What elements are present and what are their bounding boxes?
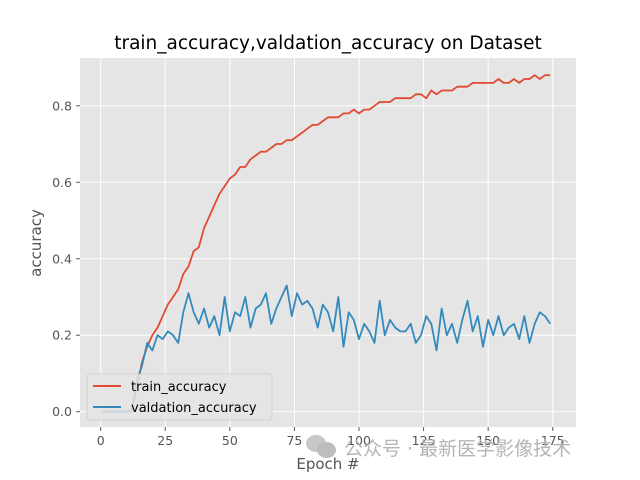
legend: train_accuracy valdation_accuracy [86, 373, 273, 421]
x-tick-label: 50 [222, 433, 238, 448]
x-tick-label: 175 [541, 433, 565, 448]
legend-label-train: train_accuracy [131, 380, 227, 395]
watermark: 公众号 · 最新医学影像技术 [306, 433, 571, 461]
y-tick-label: 0.0 [52, 404, 72, 419]
legend-box [86, 373, 273, 421]
y-tick-label: 0.2 [52, 328, 72, 343]
y-tick-label: 0.8 [52, 98, 72, 113]
x-axis-label: Epoch # [296, 455, 359, 473]
wechat-icon [306, 435, 336, 459]
y-tick-label: 0.6 [52, 175, 72, 190]
x-tick-label: 0 [97, 433, 105, 448]
x-tick-label: 100 [347, 433, 371, 448]
series-line-validation [100, 284, 551, 413]
plot-background [80, 58, 576, 427]
y-tick-label: 0.4 [52, 251, 72, 266]
chart-title: train_accuracy,valdation_accuracy on Dat… [114, 33, 542, 54]
watermark-text: 公众号 · 最新医学影像技术 [344, 437, 572, 460]
y-axis-label: accuracy [27, 209, 45, 277]
x-tick-label: 150 [476, 433, 500, 448]
x-tick-label: 125 [412, 433, 436, 448]
x-axis-ticks: 0 25 50 75 100 125 150 175 [97, 427, 565, 448]
series-lines [100, 74, 551, 413]
legend-label-validation: valdation_accuracy [131, 401, 257, 416]
x-tick-label: 75 [286, 433, 302, 448]
y-axis-ticks: 0.0 0.2 0.4 0.6 0.8 [52, 98, 80, 419]
series-line-train [100, 74, 551, 413]
x-tick-label: 25 [157, 433, 173, 448]
